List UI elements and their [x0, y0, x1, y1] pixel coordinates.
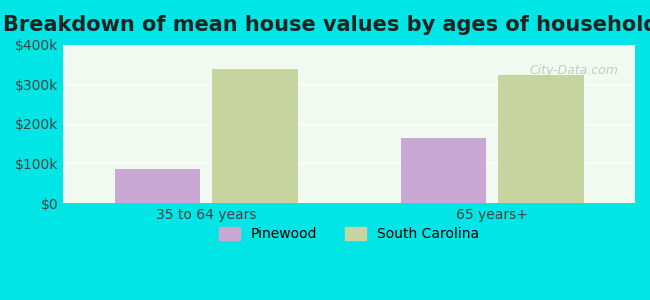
Bar [498, 74, 584, 203]
Bar [212, 69, 298, 203]
Bar [114, 169, 200, 203]
Text: City-Data.com: City-Data.com [529, 64, 618, 77]
Bar [400, 138, 486, 203]
Title: Breakdown of mean house values by ages of householders: Breakdown of mean house values by ages o… [3, 15, 650, 35]
Legend: Pinewood, South Carolina: Pinewood, South Carolina [213, 222, 485, 247]
